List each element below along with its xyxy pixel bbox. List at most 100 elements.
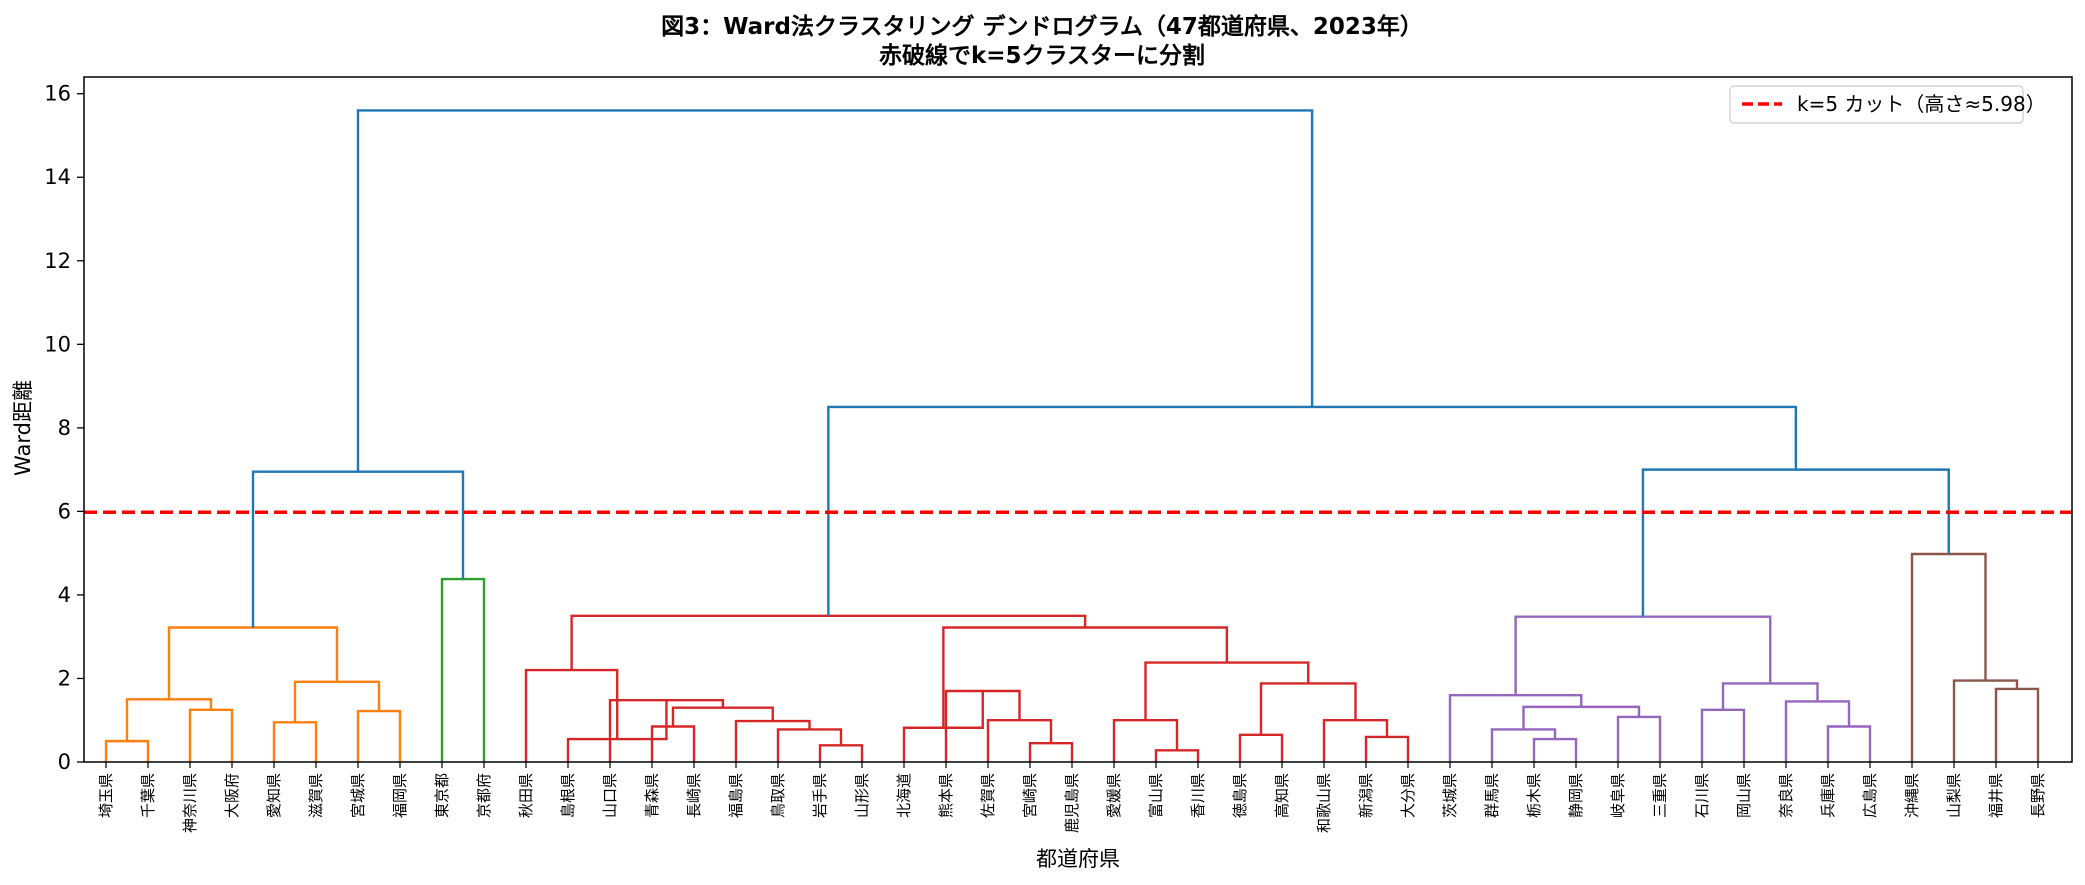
legend: k=5 カット（高さ≈5.98） <box>1729 85 2046 124</box>
leaf-label-4: 愛知県 <box>265 773 283 818</box>
leaf-label-34: 栃木県 <box>1525 773 1543 818</box>
leaf-label-11: 島根県 <box>559 773 577 818</box>
leaf-label-24: 愛媛県 <box>1105 773 1123 818</box>
legend-label: k=5 カット（高さ≈5.98） <box>1797 92 2046 116</box>
leaf-label-41: 兵庫県 <box>1819 773 1837 818</box>
link-3 <box>272 721 318 762</box>
y-tick-label-10: 10 <box>44 332 71 356</box>
leaf-label-25: 富山県 <box>1147 773 1165 818</box>
leaf-label-13: 青森県 <box>643 773 661 818</box>
link-38 <box>1721 682 1819 710</box>
link-7 <box>440 577 486 762</box>
link-23 <box>1364 735 1410 762</box>
link-43 <box>1641 468 1950 617</box>
dendrogram-links <box>104 109 2040 762</box>
y-tick-label-2: 2 <box>58 666 71 690</box>
leaf-label-8: 東京都 <box>433 773 451 818</box>
leaf-label-14: 長崎県 <box>685 773 703 818</box>
y-tick-label-8: 8 <box>58 416 71 440</box>
link-34 <box>1448 693 1583 762</box>
y-tick-label-0: 0 <box>58 750 71 774</box>
link-25 <box>1238 733 1284 762</box>
leaf-label-45: 福井県 <box>1987 773 2005 818</box>
link-13 <box>671 706 774 727</box>
link-30 <box>1532 737 1578 762</box>
link-11 <box>734 719 811 762</box>
chart-subtitle: 赤破線でk=5クラスターに分割 <box>879 42 1205 69</box>
link-8 <box>251 470 465 628</box>
legend-box <box>1729 85 2024 124</box>
link-9 <box>818 744 864 762</box>
y-tick-label-4: 4 <box>58 583 71 607</box>
leaf-label-35: 静岡県 <box>1567 773 1585 818</box>
y-tick-label-16: 16 <box>44 82 71 106</box>
link-27 <box>1144 661 1310 721</box>
leaf-label-16: 鳥取県 <box>769 773 787 818</box>
link-41 <box>1952 679 2019 762</box>
leaf-label-27: 徳島県 <box>1231 773 1249 818</box>
leaf-label-39: 岡山県 <box>1735 773 1753 818</box>
leaf-label-10: 秋田県 <box>517 773 535 818</box>
link-26 <box>1259 682 1357 735</box>
leaf-label-36: 岐阜県 <box>1609 773 1627 818</box>
link-0 <box>104 739 150 762</box>
leaf-label-5: 滋賀県 <box>307 773 325 818</box>
link-22 <box>1112 719 1179 762</box>
link-18 <box>986 719 1053 762</box>
leaf-label-3: 大阪府 <box>223 773 241 818</box>
link-16 <box>524 668 619 762</box>
y-tick-label-6: 6 <box>58 499 71 523</box>
link-10 <box>776 728 843 762</box>
leaf-label-28: 高知県 <box>1273 773 1291 818</box>
link-12 <box>650 725 696 762</box>
leaf-label-29: 和歌山県 <box>1315 773 1333 833</box>
leaf-label-21: 佐賀県 <box>979 773 997 818</box>
leaf-label-9: 京都府 <box>475 773 493 818</box>
leaf-label-46: 長野県 <box>2029 773 2047 818</box>
y-tick-label-14: 14 <box>44 165 71 189</box>
link-4 <box>356 709 402 762</box>
leaf-label-18: 山形県 <box>853 773 871 818</box>
y-axis-label: Ward距離 <box>11 380 35 476</box>
plot-frame <box>83 76 2073 763</box>
leaf-label-32: 茨城県 <box>1441 773 1459 818</box>
link-2 <box>125 698 213 742</box>
leaf-label-7: 福岡県 <box>391 773 409 818</box>
leaf-label-20: 熊本県 <box>937 773 955 818</box>
chart-title: 図3：Ward法クラスタリング デンドログラム（47都道府県、2023年） <box>661 13 1423 40</box>
leaf-label-22: 宮崎県 <box>1021 773 1039 818</box>
leaf-label-37: 三重県 <box>1651 773 1669 818</box>
x-axis: 埼玉県 千葉県 神奈川県 大阪府 愛知県 滋賀県 宮城県 福岡県 東京都 京都府 秋田県 島根県 山口県… <box>97 762 2047 833</box>
leaf-label-31: 大分県 <box>1399 773 1417 818</box>
leaf-label-0: 埼玉県 <box>97 773 115 818</box>
leaf-label-17: 岩手県 <box>811 773 829 818</box>
link-1 <box>188 708 234 762</box>
link-5 <box>293 680 381 723</box>
link-24 <box>1322 719 1389 762</box>
leaf-label-26: 香川県 <box>1189 773 1207 818</box>
leaf-label-15: 福島県 <box>727 773 745 818</box>
leaf-label-44: 山梨県 <box>1945 773 1963 818</box>
link-29 <box>570 614 1087 671</box>
leaf-label-38: 石川県 <box>1693 773 1711 818</box>
link-36 <box>1784 700 1851 762</box>
leaf-label-42: 広島県 <box>1861 773 1879 818</box>
link-37 <box>1700 708 1746 762</box>
y-axis: 0 2 4 6 8 10 12 14 16 <box>44 82 84 774</box>
leaf-label-19: 北海道 <box>895 773 913 818</box>
leaf-label-1: 千葉県 <box>139 773 157 818</box>
link-28 <box>942 626 1229 728</box>
link-31 <box>1490 728 1557 762</box>
link-32 <box>1616 715 1662 762</box>
leaf-label-33: 群馬県 <box>1483 773 1501 818</box>
link-40 <box>1994 687 2040 762</box>
link-45 <box>356 109 1314 472</box>
link-33 <box>1522 705 1641 730</box>
y-tick-label-12: 12 <box>44 249 71 273</box>
x-axis-label: 都道府県 <box>1036 847 1120 871</box>
leaf-label-43: 沖縄県 <box>1903 773 1921 818</box>
leaf-label-23: 鹿児島県 <box>1063 773 1081 833</box>
leaf-label-6: 宮城県 <box>349 773 367 818</box>
link-35 <box>1826 725 1872 762</box>
